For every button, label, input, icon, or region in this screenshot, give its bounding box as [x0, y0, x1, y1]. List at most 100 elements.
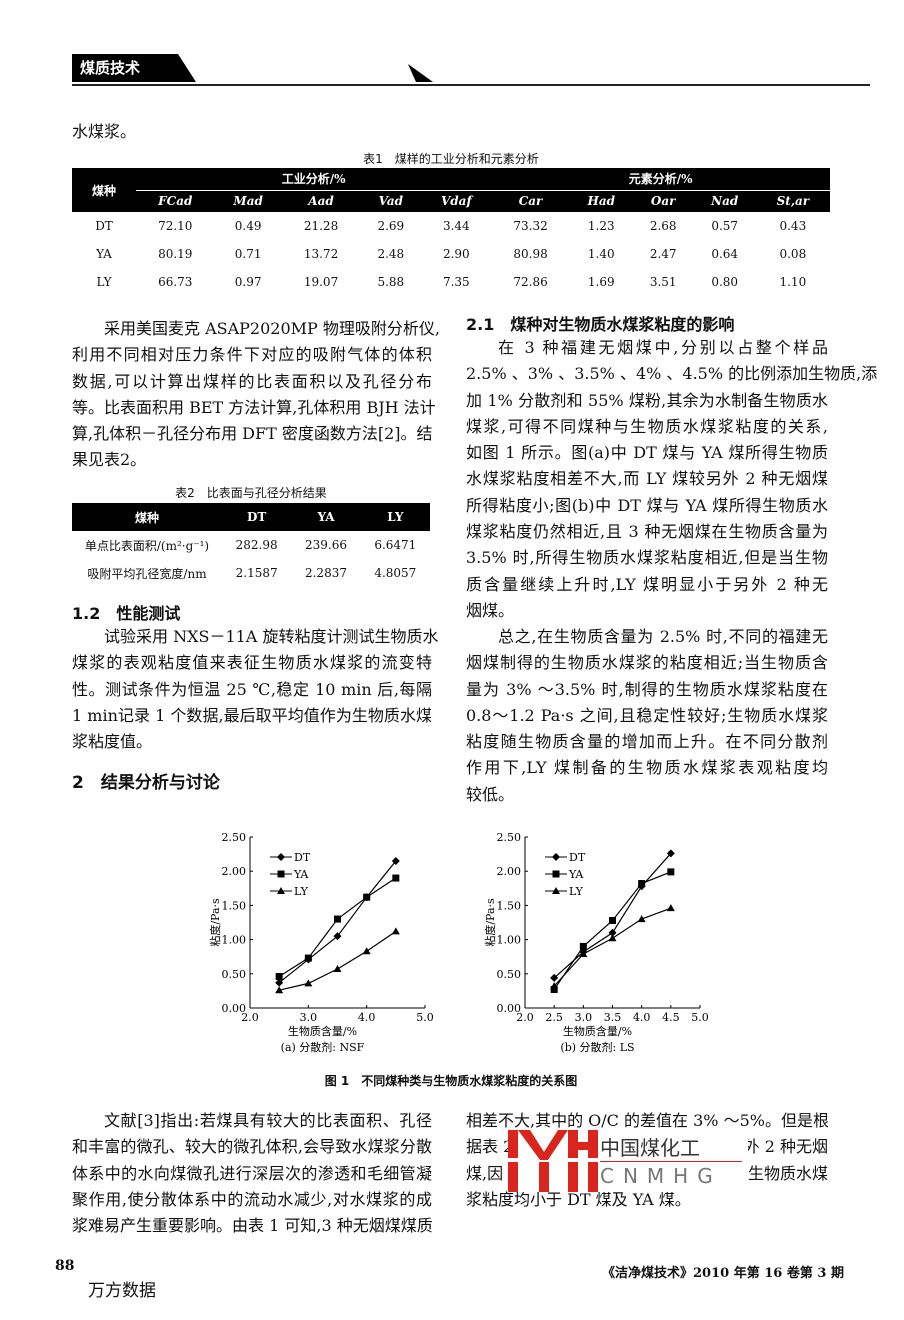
- table-cell: 0.08: [779, 247, 807, 261]
- text-line: 性。测试条件为恒温 25 ℃,稳定 10 min 后,每隔: [72, 679, 432, 699]
- data-point: [304, 979, 313, 987]
- paragraph: 在 3 种福建无烟煤中,分别以占整个样品 2.5% 、3% 、3.5% 、4% 、…: [466, 335, 877, 624]
- paragraph: 采用美国麦克 ASAP2020MP 物理吸附分析仪, 利用不同相对压力条件下对应的…: [72, 316, 440, 474]
- text-line: 数据,可以计算出煤样的比表面积以及孔径分布: [72, 371, 432, 391]
- data-point: [667, 868, 675, 876]
- table-cell: 2.2837: [304, 566, 347, 580]
- text-line: 煤浆,可得不同煤种与生物质水煤浆粘度的关系,: [466, 416, 828, 436]
- table-cell: 239.66: [304, 538, 347, 552]
- data-point: [552, 870, 560, 878]
- series-LY: [550, 904, 675, 990]
- text-line: 在 3 种福建无烟煤中,分别以占整个样品: [498, 338, 828, 357]
- table1-row-header: 煤种: [72, 168, 136, 212]
- text-line: 利用不同相对压力条件下对应的吸附气体的体积: [72, 345, 432, 365]
- table1-column-header: FCad: [136, 190, 215, 212]
- x-tick-label: 5.0: [416, 1011, 434, 1024]
- text-line: 等。比表面积用 BET 方法计算,孔体积用 BJH 法计: [72, 397, 436, 417]
- table1-column-header: Nad: [693, 190, 756, 212]
- table-cell: 吸附平均孔径宽度/nm: [87, 566, 207, 581]
- text-line: 所得粘度小;图(b)中 DT 煤与 YA 煤所得生物质水: [466, 495, 828, 515]
- text-line: 浆粘度均小于 DT 煤及 YA 煤。: [466, 1189, 691, 1209]
- chart-subtitle: (a) 分散剂: NSF: [281, 1040, 365, 1054]
- chart-subtitle: (b) 分散剂: LS: [560, 1040, 634, 1054]
- table-cell: 0.97: [234, 275, 262, 289]
- data-point: [552, 853, 560, 861]
- y-axis-label: 粘度/Pa·s: [483, 898, 497, 947]
- x-tick-label: 3.5: [604, 1011, 622, 1024]
- y-tick-label: 1.00: [497, 934, 522, 947]
- x-tick-label: 4.0: [633, 1011, 651, 1024]
- text-line: 浆难易产生重要影响。由表 1 可知,3 种无烟煤煤质: [72, 1216, 433, 1236]
- table1-column-header: Vdaf: [421, 190, 492, 212]
- y-tick-label: 2.00: [222, 865, 247, 878]
- table-row: 单点比表面积/(m²·g⁻¹) 282.98 239.66 6.6471: [72, 531, 430, 559]
- source-watermark: 万方数据: [88, 1281, 156, 1301]
- table-cell: 66.73: [158, 275, 193, 289]
- table1-column-header: Oar: [632, 190, 694, 212]
- data-point: [304, 954, 312, 962]
- chart-b: 0.00 0.50 1.00 1.50 2.00 2.50 2.0 2.5 3.0 3.5 4.0 4…: [483, 831, 709, 1054]
- table-cell: 7.35: [442, 275, 470, 289]
- table2: 煤种 DT YA LY 单点比表面积/(m²·g⁻¹) 282.98 239.66 6.64…: [72, 503, 430, 587]
- text-line: 煤浆的表观粘度值来表征生物质水煤浆的流变特: [72, 653, 432, 673]
- journal-info: 《洁净煤技术》2010 年第 16 卷第 3 期: [602, 1266, 844, 1281]
- data-point: [362, 947, 371, 955]
- x-tick-label: 2.0: [516, 1011, 534, 1024]
- text-line: 0.8～1.2 Pa·s 之间,且稳定性较好;生物质水煤浆: [466, 705, 828, 725]
- y-tick-label: 0.00: [222, 1002, 247, 1015]
- data-point: [552, 887, 560, 894]
- table1-caption: 表1 煤样的工业分析和元素分析: [363, 152, 539, 166]
- series-YA: [550, 868, 675, 994]
- table-cell: 3.51: [649, 275, 677, 289]
- figure-caption: 图 1 不同煤种类与生物质水煤浆粘度的关系图: [324, 1074, 578, 1088]
- table1-column-header: St,ar: [755, 190, 830, 212]
- table-cell: 2.69: [377, 219, 405, 233]
- text-line: 烟煤。: [466, 600, 515, 620]
- section-2-1-heading: 2.1 煤种对生物质水煤浆粘度的影响: [466, 315, 735, 334]
- data-point: [579, 942, 587, 950]
- table-row: YA 80.19 0.71 13.72 2.48 2.90 80.98 1.40 2.47 0.6…: [72, 240, 830, 268]
- table-cell: 13.72: [303, 247, 339, 261]
- table-cell: LY: [96, 275, 112, 289]
- chart-a: 0.00 0.50 1.00 1.50 2.00 2.50 2.0 3.0 4.0 5.0 生物质含…: [208, 831, 434, 1054]
- continued-text: 水煤浆。: [72, 122, 137, 141]
- legend-label: YA: [568, 868, 584, 881]
- watermark-mh-mark: [508, 1130, 598, 1192]
- data-point: [550, 982, 559, 990]
- x-tick-label: 2.5: [545, 1011, 563, 1024]
- table1-column-header: Aad: [281, 190, 361, 212]
- y-tick-label: 2.50: [222, 831, 247, 844]
- watermark-cn-text: 中国煤化工: [600, 1132, 742, 1162]
- table-cell: 1.23: [587, 219, 615, 233]
- table-cell: 6.6471: [374, 538, 417, 552]
- text-fragment: 煤,因: [466, 1163, 504, 1183]
- text-line: 和丰富的微孔、较大的微孔体积,会导致水煤浆分散: [72, 1137, 432, 1157]
- data-point: [608, 928, 617, 937]
- text-line: 煤浆粘度仍然相近,且 3 种无烟煤在生物质含量为: [466, 522, 828, 542]
- table1-column-header: Mad: [214, 190, 282, 212]
- table-row: 吸附平均孔径宽度/nm 2.1587 2.2837 4.8057: [72, 559, 430, 587]
- table-cell: YA: [96, 247, 112, 261]
- series-LY: [275, 927, 400, 994]
- data-point: [579, 949, 588, 957]
- y-tick-label: 2.00: [497, 865, 522, 878]
- table1-group-ultimate: 元素分析/%: [491, 168, 830, 191]
- data-point: [608, 934, 617, 942]
- text-line: 采用美国麦克 ASAP2020MP 物理吸附分析仪,: [104, 319, 440, 338]
- text-line: 试验采用 NXS－11A 旋转粘度计测试生物质水: [104, 627, 439, 646]
- table1-column-header: Vad: [360, 190, 422, 212]
- x-tick-label: 4.5: [662, 1011, 680, 1024]
- table-cell: 73.32: [513, 219, 548, 233]
- text-line: 作用下,LY 煤制备的生物质水煤浆表观粘度均: [466, 758, 828, 778]
- text-line: 聚作用,使分散体系中的流动水减少,对水煤浆的成: [72, 1189, 432, 1209]
- data-point: [277, 870, 285, 878]
- data-point: [334, 915, 341, 923]
- y-tick-label: 0.50: [497, 968, 522, 981]
- data-point: [666, 849, 675, 858]
- table-cell: 0.80: [711, 275, 739, 289]
- text-line: 果见表2。: [72, 450, 147, 470]
- text-line: 粘度随生物质含量的增加而上升。在不同分散剂: [466, 732, 828, 752]
- paragraph: 相差不大,其中的 O/C 的差值在 3% ～5%。但是根 据表 2 于另外 2 种…: [466, 1108, 829, 1213]
- table1-column-header: Had: [569, 190, 633, 212]
- data-point: [637, 915, 646, 923]
